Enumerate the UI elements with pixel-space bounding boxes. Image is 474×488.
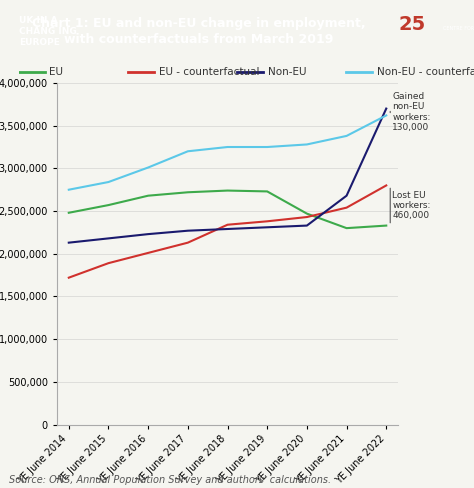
Non-EU xyxy=(146,231,151,237)
Text: Gained
non-EU
workers:
130,000: Gained non-EU workers: 130,000 xyxy=(392,92,430,132)
Non-EU - counterfactual xyxy=(225,144,230,150)
EU - counterfactual xyxy=(66,275,72,281)
Non-EU xyxy=(344,193,349,199)
Non-EU xyxy=(264,224,270,230)
Non-EU - counterfactual xyxy=(66,187,72,193)
Text: 25: 25 xyxy=(399,15,426,34)
Non-EU - counterfactual xyxy=(264,144,270,150)
EU xyxy=(225,187,230,193)
Text: Lost EU
workers:
460,000: Lost EU workers: 460,000 xyxy=(392,191,430,221)
EU xyxy=(383,223,389,228)
Non-EU xyxy=(304,223,310,228)
Non-EU - counterfactual xyxy=(185,148,191,154)
Non-EU - counterfactual xyxy=(383,113,389,119)
Non-EU xyxy=(66,240,72,245)
EU xyxy=(185,189,191,195)
EU - counterfactual xyxy=(106,260,111,266)
Non-EU - counterfactual xyxy=(304,142,310,147)
Non-EU - counterfactual xyxy=(344,133,349,139)
EU xyxy=(264,188,270,194)
Text: Source: ONS, Annual Population Survey and authors' calculations.: Source: ONS, Annual Population Survey an… xyxy=(9,475,332,485)
EU - counterfactual xyxy=(146,250,151,256)
Non-EU xyxy=(185,228,191,234)
EU xyxy=(304,211,310,217)
Line: Non-EU: Non-EU xyxy=(69,109,386,243)
EU - counterfactual xyxy=(304,214,310,220)
EU xyxy=(146,193,151,199)
Non-EU xyxy=(106,236,111,242)
EU xyxy=(344,225,349,231)
EU xyxy=(106,202,111,208)
EU - counterfactual xyxy=(185,240,191,245)
Line: EU - counterfactual: EU - counterfactual xyxy=(69,185,386,278)
Non-EU - counterfactual xyxy=(146,164,151,170)
Text: EU: EU xyxy=(49,67,64,77)
EU - counterfactual xyxy=(344,205,349,211)
Non-EU xyxy=(225,226,230,232)
Text: Chart 1: EU and non-EU change in employment,
with counterfactuals from March 201: Chart 1: EU and non-EU change in employm… xyxy=(32,17,366,46)
Text: UK IN A
CHANG ING
EUROPE: UK IN A CHANG ING EUROPE xyxy=(19,16,77,47)
Text: Non-EU: Non-EU xyxy=(267,67,306,77)
Text: Non-EU - counterfactual: Non-EU - counterfactual xyxy=(376,67,474,77)
Line: EU: EU xyxy=(69,190,386,228)
EU - counterfactual xyxy=(383,183,389,188)
EU - counterfactual xyxy=(225,222,230,227)
Text: EU - counterfactual: EU - counterfactual xyxy=(158,67,259,77)
Text: CENTRE FOR EUROPEAN REFORM: CENTRE FOR EUROPEAN REFORM xyxy=(443,26,474,31)
EU xyxy=(66,210,72,216)
Non-EU xyxy=(383,106,389,112)
Non-EU - counterfactual xyxy=(106,179,111,185)
EU - counterfactual xyxy=(264,218,270,224)
Line: Non-EU - counterfactual: Non-EU - counterfactual xyxy=(69,116,386,190)
